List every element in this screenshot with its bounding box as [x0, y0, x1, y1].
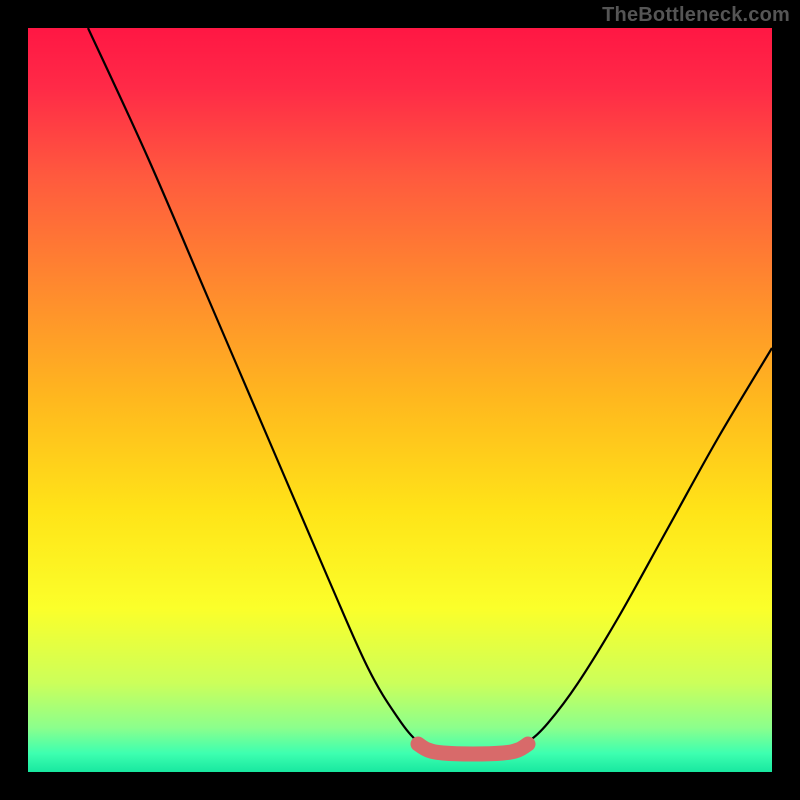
curve-layer — [28, 28, 772, 772]
bottom-highlight — [418, 744, 528, 754]
plot-area — [28, 28, 772, 772]
watermark-text: TheBottleneck.com — [602, 4, 790, 27]
chart-frame: TheBottleneck.com — [0, 0, 800, 800]
v-curve — [88, 28, 772, 754]
